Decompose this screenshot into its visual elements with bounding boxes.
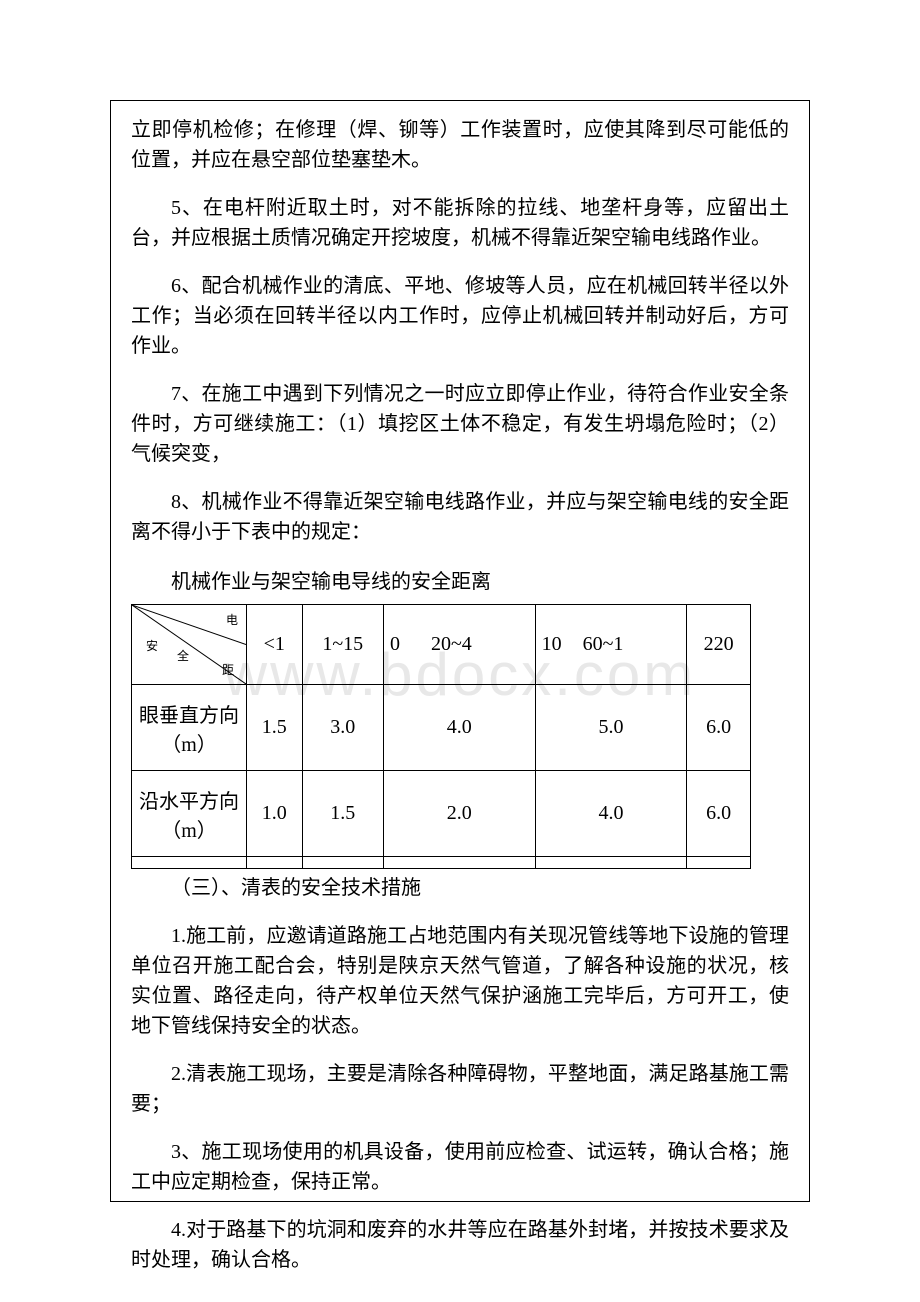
diagonal-header-cell: 电 安 全 距 xyxy=(132,605,247,685)
diag-label-sub: 全 xyxy=(177,647,189,664)
table-header-row: 电 安 全 距 <1 1~15 0 20~4 10 60~1 220 xyxy=(132,605,751,685)
paragraph-9: 3、施工现场使用的机具设备，使用前应检查、试运转，确认合格；施工中应定期检查，保… xyxy=(131,1137,789,1197)
data-cell: 1.5 xyxy=(247,685,303,771)
paragraph-8: 2.清表施工现场，主要是清除各种障碍物，平整地面，满足路基施工需要； xyxy=(131,1059,789,1119)
empty-cell xyxy=(302,857,383,869)
empty-cell xyxy=(535,857,687,869)
paragraph-5: 8、机械作业不得靠近架空输电线路作业，并应与架空输电线的安全距离不得小于下表中的… xyxy=(131,487,789,547)
content-frame: 立即停机检修；在修理（焊、铆等）工作装置时，应使其降到尽可能低的位置，并应在悬空… xyxy=(110,100,810,1202)
row-label: 沿水平方向（m） xyxy=(132,771,247,857)
row-label: 眼垂直方向（m） xyxy=(132,685,247,771)
diag-label-bot: 距 xyxy=(222,661,234,678)
header-cell: 220 xyxy=(687,605,751,685)
empty-cell xyxy=(247,857,303,869)
table-row: 眼垂直方向（m） 1.5 3.0 4.0 5.0 6.0 xyxy=(132,685,751,771)
empty-cell xyxy=(132,857,247,869)
safety-distance-table: 电 安 全 距 <1 1~15 0 20~4 10 60~1 220 眼垂直方向… xyxy=(131,604,751,869)
data-cell: 4.0 xyxy=(535,771,687,857)
data-cell: 5.0 xyxy=(535,685,687,771)
table-caption: 机械作业与架空输电导线的安全距离 xyxy=(131,565,789,594)
header-cell-left: 0 xyxy=(390,633,408,656)
data-cell: 6.0 xyxy=(687,685,751,771)
paragraph-4: 7、在施工中遇到下列情况之一时应立即停止作业，待符合作业安全条件时，方可继续施工… xyxy=(131,379,789,469)
empty-cell xyxy=(687,857,751,869)
paragraph-1: 立即停机检修；在修理（焊、铆等）工作装置时，应使其降到尽可能低的位置，并应在悬空… xyxy=(131,115,789,175)
header-cell: 10 60~1 xyxy=(535,605,687,685)
table-row: 沿水平方向（m） 1.0 1.5 2.0 4.0 6.0 xyxy=(132,771,751,857)
table-empty-row xyxy=(132,857,751,869)
diag-label-mid: 安 xyxy=(146,637,158,654)
data-cell: 3.0 xyxy=(302,685,383,771)
header-cell-right: 60~1 xyxy=(565,633,624,656)
data-cell: 6.0 xyxy=(687,771,751,857)
header-cell: 1~15 xyxy=(302,605,383,685)
data-cell: 1.0 xyxy=(247,771,303,857)
header-cell: 0 20~4 xyxy=(383,605,535,685)
data-cell: 1.5 xyxy=(302,771,383,857)
header-cell: <1 xyxy=(247,605,303,685)
paragraph-3: 6、配合机械作业的清底、平地、修坡等人员，应在机械回转半径以外工作；当必须在回转… xyxy=(131,271,789,361)
empty-cell xyxy=(383,857,535,869)
paragraph-2: 5、在电杆附近取土时，对不能拆除的拉线、地垄杆身等，应留出土台，并应根据土质情况… xyxy=(131,193,789,253)
paragraph-10: 4.对于路基下的坑洞和废弃的水井等应在路基外封堵，并按技术要求及时处理，确认合格… xyxy=(131,1215,789,1275)
diag-label-top: 电 xyxy=(226,611,238,628)
paragraph-6: （三）、清表的安全技术措施 xyxy=(131,873,789,903)
paragraph-7: 1.施工前，应邀请道路施工占地范围内有关现况管线等地下设施的管理单位召开施工配合… xyxy=(131,921,789,1041)
header-cell-left: 10 xyxy=(542,633,560,656)
data-cell: 2.0 xyxy=(383,771,535,857)
data-cell: 4.0 xyxy=(383,685,535,771)
header-cell-right: 20~4 xyxy=(413,633,472,656)
